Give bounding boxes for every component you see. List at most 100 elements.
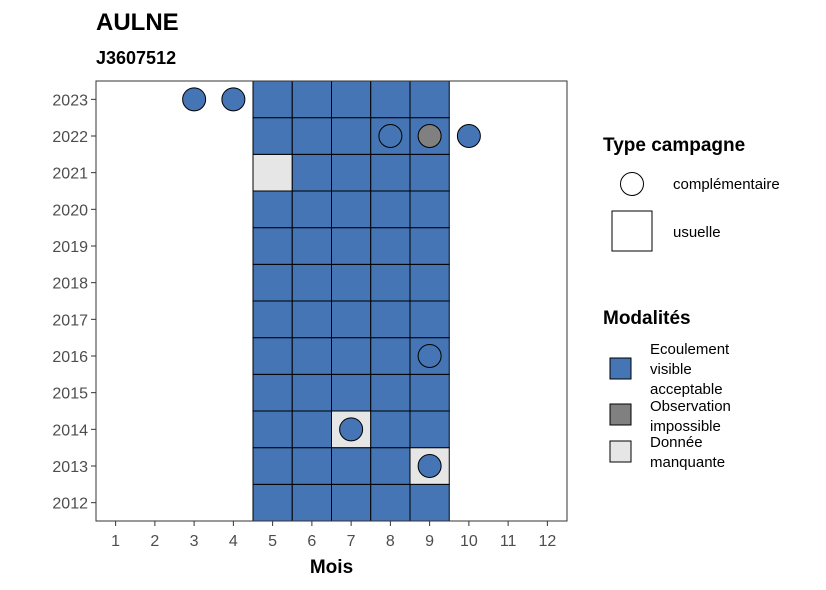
legend-modalites: Modalités Ecoulement visible acceptableObs… <box>603 308 731 471</box>
usuelle-cell <box>291 80 332 119</box>
usuelle-cell <box>331 263 372 302</box>
x-tick-label: 4 <box>229 533 238 550</box>
usuelle-cell <box>409 227 450 265</box>
usuelle-cell <box>252 300 293 339</box>
legend-key-observation-impossible <box>609 403 632 426</box>
legend-type-title: Type campagne <box>603 135 745 156</box>
complementaire-point <box>182 87 207 112</box>
legend-label-complementaire: complémentaire <box>673 176 780 193</box>
usuelle-cell <box>331 447 372 485</box>
usuelle-cell <box>370 227 411 265</box>
usuelle-cell <box>409 263 450 302</box>
y-axis: 2012 2013 2014 2015 2016 2017 2018 2019 2020 2021… <box>52 92 96 513</box>
usuelle-cell <box>370 373 411 412</box>
legend-key-donnee-manquante <box>609 440 632 463</box>
legend-type-campagne: Type campagne complémentaire usuelle <box>603 135 780 252</box>
y-tick-label: 2017 <box>52 312 88 329</box>
x-tick-label: 1 <box>111 533 120 550</box>
legend-key-ecoulement <box>609 357 632 380</box>
usuelle-cell <box>370 190 411 229</box>
complementaire-point <box>339 417 364 442</box>
usuelle-cell <box>331 153 372 192</box>
y-tick-label: 2020 <box>52 202 88 219</box>
usuelle-cell <box>331 483 372 522</box>
y-tick-label: 2022 <box>52 129 88 146</box>
legend-label-line: manquante <box>650 454 725 471</box>
chart-subtitle: J3607512 <box>96 48 176 68</box>
usuelle-cell <box>409 300 450 339</box>
usuelle-cell <box>370 447 411 485</box>
x-axis: 1 2 3 4 5 6 7 8 9 10 11 12 <box>111 521 556 550</box>
usuelle-cell <box>370 300 411 339</box>
complementaire-point <box>417 124 442 148</box>
legend-label-observation-impossible: Observation impossible <box>650 398 731 435</box>
x-tick-label: 3 <box>190 533 199 550</box>
x-tick-label: 11 <box>500 533 517 550</box>
y-tick-label: 2021 <box>52 166 88 183</box>
usuelle-cell <box>409 153 450 192</box>
legend-label-usuelle: usuelle <box>673 224 721 241</box>
usuelle-cells <box>252 80 450 522</box>
complementaire-point <box>417 454 442 478</box>
usuelle-cell <box>409 410 450 449</box>
usuelle-cell <box>252 117 293 155</box>
usuelle-cell <box>291 117 332 155</box>
legend-label-donnee-manquante: Donnée manquante <box>650 434 725 471</box>
complementaire-point <box>417 344 442 368</box>
x-tick-label: 9 <box>425 533 434 550</box>
usuelle-cell <box>331 227 372 265</box>
x-tick-label: 2 <box>150 533 159 550</box>
usuelle-cell <box>291 337 332 375</box>
usuelle-cell <box>291 190 332 229</box>
x-tick-label: 10 <box>460 533 478 550</box>
usuelle-cell <box>370 410 411 449</box>
usuelle-cell <box>331 117 372 155</box>
complementaire-point <box>378 124 403 148</box>
y-tick-label: 2012 <box>52 496 88 513</box>
usuelle-cell <box>252 483 293 522</box>
usuelle-cell <box>370 483 411 522</box>
x-tick-label: 6 <box>307 533 316 550</box>
usuelle-cell <box>252 373 293 412</box>
plot-area <box>95 80 568 522</box>
y-tick-label: 2014 <box>52 422 88 439</box>
chart-title: AULNE <box>96 9 179 36</box>
legend-square-symbol <box>611 210 653 252</box>
usuelle-cell <box>409 373 450 412</box>
legend-label-line: Observation <box>650 398 731 415</box>
usuelle-cell <box>252 227 293 265</box>
y-tick-label: 2023 <box>52 92 88 109</box>
legend-label-line: Donnée <box>650 434 703 451</box>
x-tick-label: 8 <box>386 533 395 550</box>
usuelle-cell <box>370 153 411 192</box>
usuelle-cell <box>291 227 332 265</box>
usuelle-cell <box>291 300 332 339</box>
complementaire-point <box>456 124 481 148</box>
usuelle-cell <box>291 483 332 522</box>
x-tick-label: 7 <box>347 533 356 550</box>
usuelle-cell <box>370 337 411 375</box>
usuelle-cell <box>252 190 293 229</box>
usuelle-cell <box>252 337 293 375</box>
legend-circle-symbol <box>620 172 644 196</box>
usuelle-cell <box>331 80 372 119</box>
complementaire-point <box>221 87 246 112</box>
plot-border <box>95 80 568 522</box>
legend-label-line: acceptable <box>650 381 723 398</box>
complementaire-points <box>182 87 481 478</box>
y-tick-label: 2018 <box>52 276 88 293</box>
usuelle-cell <box>252 80 293 119</box>
usuelle-cell <box>291 373 332 412</box>
usuelle-cell <box>291 447 332 485</box>
usuelle-cell <box>409 80 450 119</box>
usuelle-cell <box>291 410 332 449</box>
legend-modalites-title: Modalités <box>603 308 691 329</box>
usuelle-cell <box>252 410 293 449</box>
usuelle-cell <box>252 263 293 302</box>
usuelle-cell <box>291 153 332 192</box>
usuelle-cell <box>291 263 332 302</box>
usuelle-cell <box>252 447 293 485</box>
usuelle-cell <box>331 373 372 412</box>
usuelle-cell <box>331 337 372 375</box>
